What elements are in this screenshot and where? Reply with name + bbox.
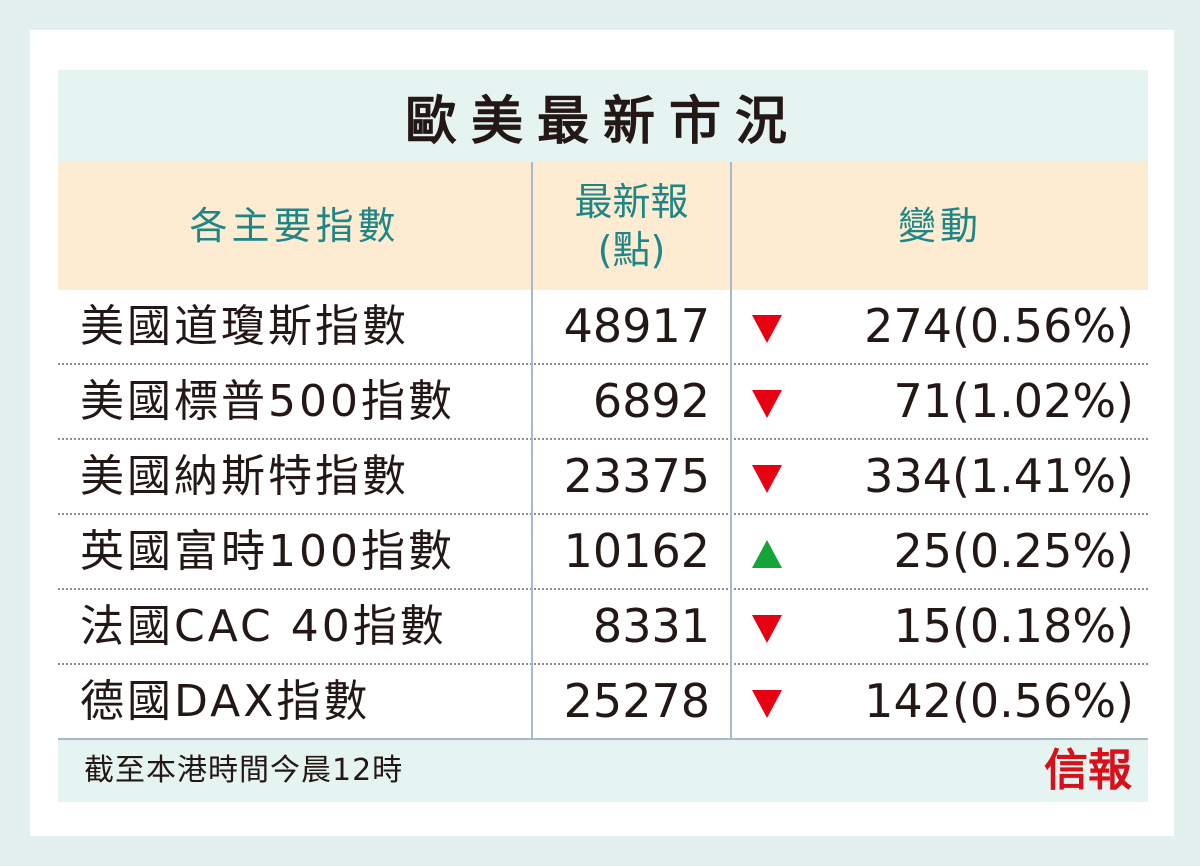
index-value: 8331 [592, 599, 710, 653]
footer: 截至本港時間今晨12時 信報 [58, 740, 1148, 802]
header-latest-line1: 最新報 [574, 180, 689, 224]
table-row: 法國CAC 40指數 8331 15(0.18%) [58, 588, 1148, 663]
header-latest: 最新報 (點) [533, 162, 730, 290]
footer-divider [58, 738, 1148, 740]
index-name: 德國DAX指數 [80, 676, 371, 727]
down-triangle-icon [752, 390, 782, 418]
index-change: 71(1.02%) [893, 374, 1134, 428]
index-name: 美國標普500指數 [80, 376, 455, 427]
table-row: 德國DAX指數 25278 142(0.56%) [58, 663, 1148, 738]
table-row: 美國納斯特指數 23375 334(1.41%) [58, 438, 1148, 513]
table-row: 英國富時100指數 10162 25(0.25%) [58, 513, 1148, 588]
index-change: 274(0.56%) [864, 299, 1134, 353]
column-divider [531, 162, 533, 738]
brand-logo: 信報 [1044, 745, 1132, 796]
up-triangle-icon [752, 540, 782, 568]
index-value: 10162 [563, 524, 710, 578]
table-header: 各主要指數 最新報 (點) 變動 [58, 162, 1148, 290]
index-change: 334(1.41%) [864, 449, 1134, 503]
index-value: 23375 [563, 449, 710, 503]
down-triangle-icon [752, 465, 782, 493]
header-change: 變動 [897, 204, 982, 248]
down-triangle-icon [752, 615, 782, 643]
index-value: 25278 [563, 674, 710, 728]
table-body: 美國道瓊斯指數 48917 274(0.56%) 美國標普500指數 6892 … [58, 290, 1148, 738]
page-title: 歐美最新市況 [404, 91, 801, 152]
down-triangle-icon [752, 690, 782, 718]
index-name: 美國納斯特指數 [80, 451, 409, 502]
index-change: 25(0.25%) [893, 524, 1134, 578]
index-name: 美國道瓊斯指數 [80, 301, 409, 352]
index-change: 142(0.56%) [864, 674, 1134, 728]
table-row: 美國道瓊斯指數 48917 274(0.56%) [58, 290, 1148, 363]
index-change: 15(0.18%) [893, 599, 1134, 653]
index-name: 法國CAC 40指數 [80, 601, 447, 652]
index-value: 48917 [563, 299, 710, 353]
index-value: 6892 [592, 374, 710, 428]
timestamp-note: 截至本港時間今晨12時 [84, 753, 404, 788]
header-index: 各主要指數 [189, 204, 400, 248]
index-name: 英國富時100指數 [80, 526, 455, 577]
table-row: 美國標普500指數 6892 71(1.02%) [58, 363, 1148, 438]
column-divider [730, 162, 732, 738]
header-latest-line2: (點) [597, 228, 666, 272]
down-triangle-icon [752, 315, 782, 343]
